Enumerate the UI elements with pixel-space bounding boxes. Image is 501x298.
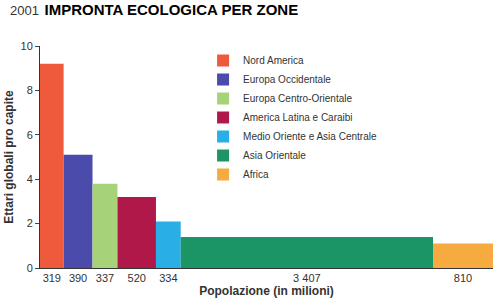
svg-text:Europa Occidentale: Europa Occidentale bbox=[243, 74, 331, 85]
svg-text:IMPRONTA ECOLOGICA PER ZONE: IMPRONTA ECOLOGICA PER ZONE bbox=[45, 1, 299, 18]
svg-text:334: 334 bbox=[159, 272, 177, 284]
svg-text:Nord America: Nord America bbox=[243, 55, 304, 66]
svg-text:2001: 2001 bbox=[10, 3, 39, 18]
svg-text:Popolazione (in milioni): Popolazione (in milioni) bbox=[199, 284, 334, 298]
svg-text:8: 8 bbox=[27, 84, 33, 96]
svg-text:0: 0 bbox=[27, 262, 33, 274]
svg-text:Medio Oriente e Asia Centrale: Medio Oriente e Asia Centrale bbox=[243, 131, 377, 142]
svg-text:319: 319 bbox=[43, 272, 61, 284]
svg-text:Africa: Africa bbox=[243, 169, 269, 180]
svg-text:6: 6 bbox=[27, 129, 33, 141]
svg-text:3 407: 3 407 bbox=[293, 272, 321, 284]
svg-text:Asia Orientale: Asia Orientale bbox=[243, 150, 306, 161]
svg-text:810: 810 bbox=[454, 272, 472, 284]
svg-text:Ettari globali pro capite: Ettari globali pro capite bbox=[2, 90, 16, 224]
svg-text:America Latina e Caraibi: America Latina e Caraibi bbox=[243, 112, 353, 123]
svg-text:390: 390 bbox=[69, 272, 87, 284]
svg-text:10: 10 bbox=[21, 40, 33, 52]
svg-text:4: 4 bbox=[27, 173, 33, 185]
svg-text:520: 520 bbox=[128, 272, 146, 284]
svg-text:Europa Centro-Orientale: Europa Centro-Orientale bbox=[243, 93, 352, 104]
svg-text:337: 337 bbox=[96, 272, 114, 284]
svg-text:2: 2 bbox=[27, 217, 33, 229]
